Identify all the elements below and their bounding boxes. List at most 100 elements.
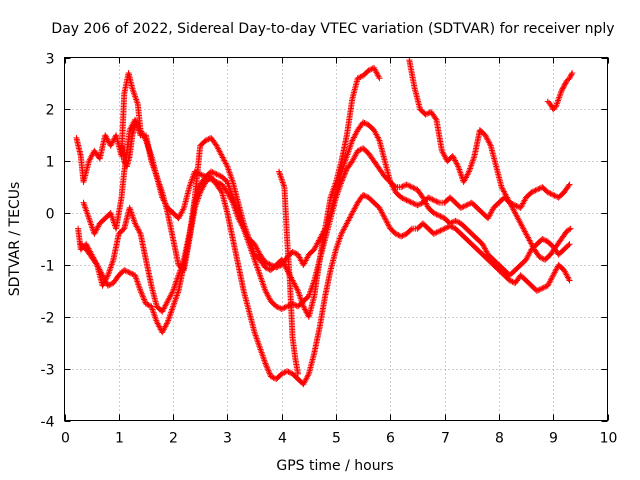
data-point — [284, 303, 291, 310]
data-point — [460, 203, 467, 210]
data-point — [342, 168, 349, 175]
data-point — [459, 204, 466, 211]
data-point — [280, 305, 287, 312]
data-point — [550, 191, 557, 198]
y-tick-label: -3 — [41, 363, 55, 379]
data-point — [411, 200, 418, 207]
data-point — [163, 320, 170, 327]
data-point — [461, 202, 468, 209]
data-point — [434, 212, 441, 219]
data-point — [430, 197, 437, 204]
data-point — [391, 183, 398, 190]
data-point — [122, 267, 129, 274]
data-point — [362, 120, 369, 127]
data-point — [436, 212, 443, 219]
chart-title: Day 206 of 2022, Sidereal Day-to-day VTE… — [51, 21, 614, 37]
y-tick-label: 1 — [46, 155, 55, 171]
data-point — [141, 296, 148, 303]
data-point — [339, 176, 346, 183]
data-point — [532, 187, 539, 194]
data-point — [400, 182, 407, 189]
data-point — [455, 219, 462, 226]
x-axis-label: GPS time / hours — [276, 458, 393, 474]
data-point — [123, 268, 130, 275]
data-point — [107, 281, 114, 288]
data-point — [340, 173, 347, 180]
data-point — [428, 195, 435, 202]
x-tick-label: 6 — [386, 431, 395, 447]
data-point — [282, 304, 289, 311]
data-point — [145, 302, 152, 309]
data-point — [410, 184, 417, 191]
data-point — [292, 250, 299, 257]
data-point — [449, 219, 456, 226]
data-point — [414, 202, 421, 209]
data-point — [403, 181, 410, 188]
data-point — [437, 213, 444, 220]
data-point — [566, 241, 573, 248]
data-point — [417, 200, 424, 207]
x-tick-label: 8 — [495, 431, 504, 447]
data-point — [141, 297, 148, 304]
y-tick-label: 2 — [46, 103, 55, 119]
x-tick-label: 9 — [549, 431, 558, 447]
data-point — [425, 194, 432, 201]
data-point — [409, 199, 416, 206]
data-point — [531, 188, 538, 195]
data-point — [106, 282, 113, 289]
data-point — [210, 169, 217, 176]
data-point — [208, 168, 215, 175]
x-tick-label: 2 — [169, 431, 178, 447]
data-point — [430, 210, 437, 217]
data-points — [73, 57, 576, 388]
data-point — [434, 199, 441, 206]
data-point — [265, 260, 272, 267]
axis-ticks: 0 1 2 3 4 5 6 7 8 9 10 -4 -3 -2 -1 0 1 2 3 — [41, 52, 618, 447]
data-point — [341, 171, 348, 178]
data-point — [142, 300, 149, 307]
data-point — [533, 186, 540, 193]
data-point — [407, 183, 414, 190]
data-point — [540, 236, 547, 243]
x-tick-label: 4 — [278, 431, 287, 447]
data-point — [433, 198, 440, 205]
data-point — [432, 197, 439, 204]
data-point — [139, 292, 146, 299]
data-point — [137, 287, 144, 294]
data-point — [354, 147, 361, 154]
data-point — [290, 249, 297, 256]
data-point — [138, 289, 145, 296]
data-point — [275, 304, 282, 311]
data-point — [406, 182, 413, 189]
y-tick-label: -4 — [41, 415, 55, 431]
data-point — [212, 170, 219, 177]
x-tick-label: 3 — [223, 431, 232, 447]
data-point — [400, 195, 407, 202]
data-point — [136, 229, 143, 236]
data-point — [411, 185, 418, 192]
data-point — [274, 304, 281, 311]
x-tick-label: 1 — [115, 431, 124, 447]
data-point — [360, 119, 367, 126]
data-point — [340, 174, 347, 181]
data-point — [544, 189, 551, 196]
data-point — [429, 196, 436, 203]
data-point — [140, 295, 147, 302]
data-point — [213, 171, 220, 178]
data-point — [398, 184, 405, 191]
data-point — [121, 267, 128, 274]
data-point — [273, 303, 280, 310]
data-point — [278, 306, 285, 313]
data-point — [409, 184, 416, 191]
data-point — [415, 201, 422, 208]
data-point — [548, 191, 555, 198]
data-point — [198, 171, 205, 178]
data-point — [535, 186, 542, 193]
data-point — [266, 261, 273, 268]
data-point — [375, 135, 382, 142]
y-axis-label: SDTVAR / TECUs — [7, 182, 23, 297]
y-tick-label: 3 — [46, 52, 55, 68]
data-point — [139, 293, 146, 300]
data-point — [128, 270, 135, 277]
